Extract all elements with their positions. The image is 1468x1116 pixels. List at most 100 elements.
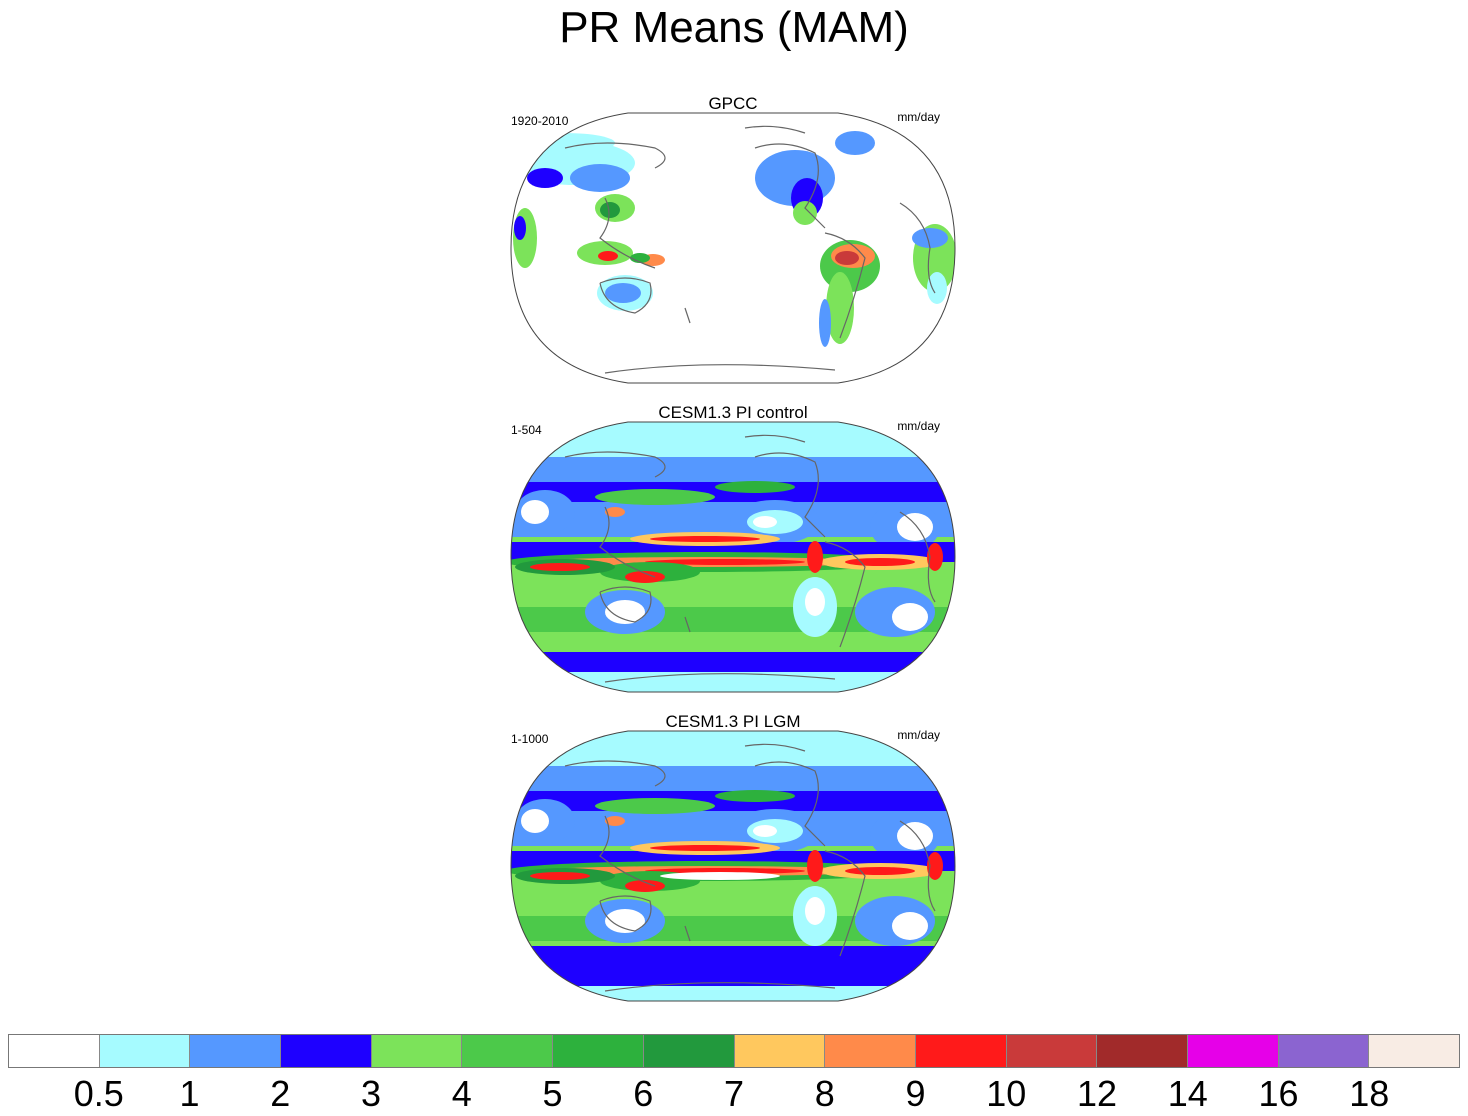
coastline xyxy=(604,673,836,683)
precip-map xyxy=(510,421,956,693)
coastline xyxy=(599,895,652,932)
panel-title: CESM1.3 PI LGM xyxy=(665,712,801,731)
precip-region xyxy=(912,228,948,248)
precip-region xyxy=(645,559,805,565)
precip-region xyxy=(650,536,760,542)
colorbar-box xyxy=(915,1035,1007,1067)
precip-region xyxy=(605,816,625,826)
colorbar-tick-label: 3 xyxy=(360,1073,382,1114)
colorbar-box xyxy=(99,1035,191,1067)
colorbar-tick-label: 5 xyxy=(542,1073,563,1114)
units-label: mm/day xyxy=(897,110,940,124)
precip-region xyxy=(892,603,928,631)
precip-region xyxy=(805,588,825,616)
precip-region xyxy=(835,251,859,265)
precip-region xyxy=(530,563,590,571)
coastline xyxy=(564,142,666,169)
map-border xyxy=(510,730,956,1002)
precip-region xyxy=(660,872,780,880)
map-border xyxy=(510,112,956,384)
coastline xyxy=(754,143,826,229)
precip-region xyxy=(605,909,645,933)
precip-region xyxy=(645,868,805,874)
precip-region xyxy=(521,809,549,833)
coastline xyxy=(684,616,691,633)
map-border xyxy=(510,421,956,693)
colorbar-tick-label: 0.5 xyxy=(73,1073,124,1114)
precip-region xyxy=(927,852,943,880)
precip-region xyxy=(897,822,933,850)
coastline xyxy=(684,307,691,324)
precip-region xyxy=(625,880,665,892)
colorbar-box xyxy=(1187,1035,1279,1067)
precip-region xyxy=(805,897,825,925)
period-label: 1-1000 xyxy=(511,732,549,746)
precip-region xyxy=(927,543,943,571)
colorbar-box xyxy=(281,1035,372,1067)
precip-region xyxy=(605,600,645,624)
precip-region xyxy=(715,481,795,493)
precip-region xyxy=(793,201,817,225)
coastline xyxy=(684,925,691,942)
coastline xyxy=(824,850,866,957)
coastline xyxy=(899,511,936,603)
coastline xyxy=(754,452,826,538)
panel-title: GPCC xyxy=(708,94,758,113)
coastline xyxy=(824,541,866,648)
precip-region xyxy=(521,500,549,524)
precip-region xyxy=(845,558,915,566)
precip-region xyxy=(650,845,760,851)
precip-region xyxy=(605,507,625,517)
precip-region xyxy=(570,164,630,192)
period-label: 1920-2010 xyxy=(511,114,569,128)
colorbar-box xyxy=(371,1035,463,1067)
colorbar-box xyxy=(1278,1035,1370,1067)
coastline xyxy=(599,197,656,269)
colorbar-tick-label: 16 xyxy=(1258,1073,1299,1114)
coastline xyxy=(754,761,826,847)
colorbar-tick-label: 1 xyxy=(179,1073,200,1114)
colorbar-box xyxy=(462,1035,554,1067)
precip-region xyxy=(753,516,777,528)
colorbar-tick-label: 12 xyxy=(1076,1073,1118,1114)
coastline xyxy=(599,277,652,314)
precip-region xyxy=(598,251,618,261)
precip-region xyxy=(892,912,928,940)
precip-region xyxy=(513,208,537,268)
colorbar-tick-label: 4 xyxy=(451,1073,472,1114)
colorbar-tick-label: 2 xyxy=(270,1073,291,1114)
precip-region xyxy=(530,872,590,880)
colorbar-box xyxy=(1369,1035,1459,1067)
coastline xyxy=(564,451,666,478)
panel-title: CESM1.3 PI control xyxy=(658,403,808,422)
precip-region xyxy=(625,571,665,583)
colorbar-tick-label: 6 xyxy=(633,1073,654,1114)
coastline xyxy=(899,202,936,294)
precip-map xyxy=(510,112,956,384)
coastline xyxy=(744,434,806,443)
units-label: mm/day xyxy=(897,728,940,742)
precip-region xyxy=(715,790,795,802)
precip-region xyxy=(527,168,563,188)
coastline xyxy=(899,820,936,912)
colorbar-box xyxy=(734,1035,826,1067)
precip-region xyxy=(514,216,526,240)
colorbar-tick-label: 7 xyxy=(723,1073,745,1114)
precip-region xyxy=(819,299,831,347)
period-label: 1-504 xyxy=(511,423,542,437)
colorbar-tick-label: 10 xyxy=(986,1073,1027,1114)
precip-region xyxy=(605,283,641,303)
coastline xyxy=(824,232,866,339)
units-label: mm/day xyxy=(897,419,940,433)
coastline xyxy=(599,586,652,623)
precip-region xyxy=(600,202,620,218)
precip-region xyxy=(807,850,823,882)
precip-region xyxy=(595,798,715,814)
precip-region xyxy=(753,825,777,837)
precip-region xyxy=(927,272,947,304)
panel-gpcc: GPCC 1920-2010 mm/day xyxy=(505,94,961,394)
precip-region xyxy=(897,513,933,541)
colorbar-box xyxy=(1006,1035,1098,1067)
colorbar-box xyxy=(9,1035,100,1067)
precip-region xyxy=(807,541,823,573)
